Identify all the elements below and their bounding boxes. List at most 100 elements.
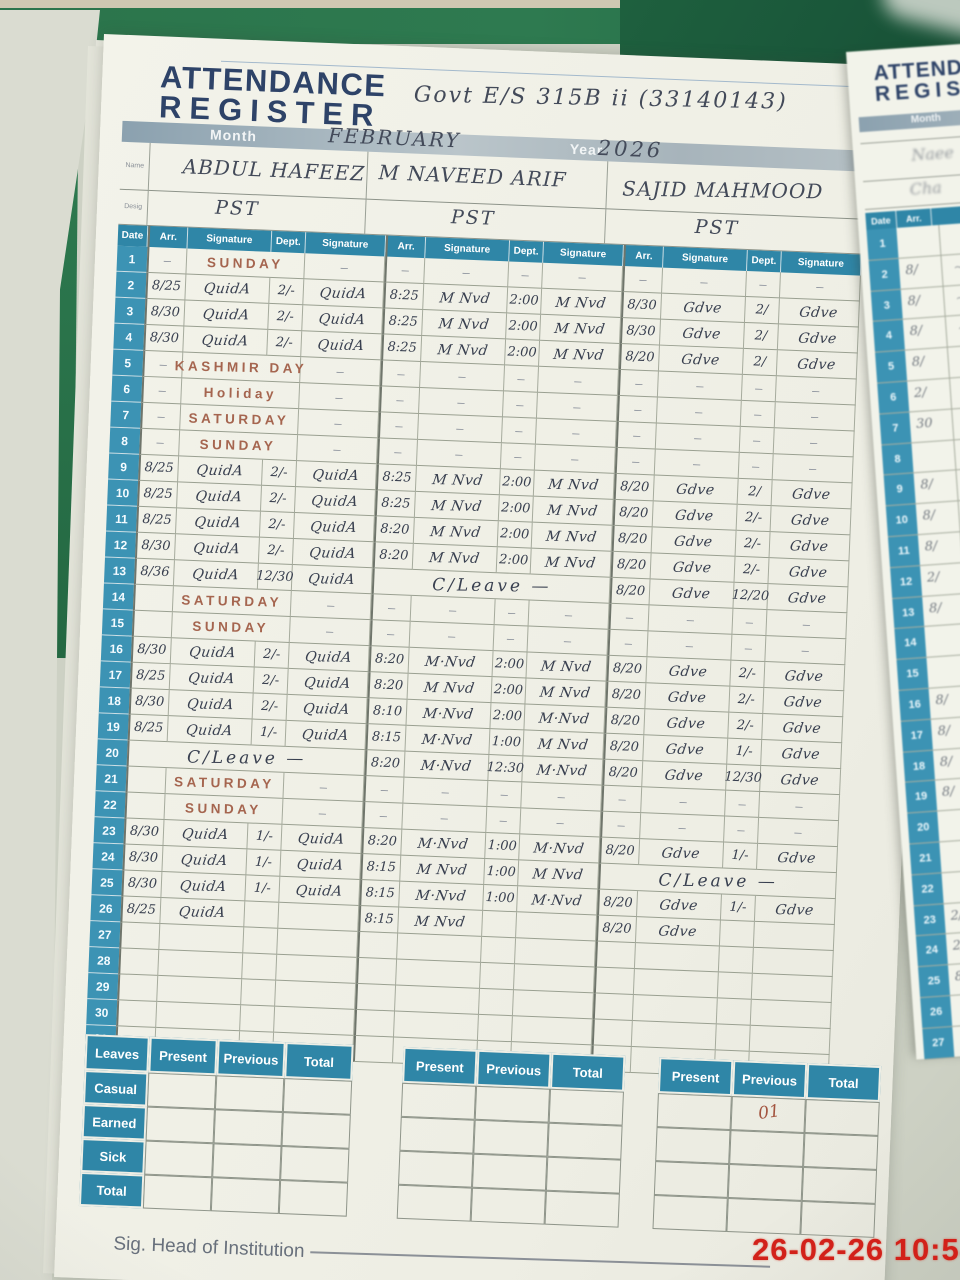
signature-entry: M·Nvd bbox=[424, 653, 477, 671]
right-month-band: Month bbox=[858, 100, 960, 133]
table-cell: 8/30 bbox=[121, 870, 163, 898]
table-cell: 2/- bbox=[734, 556, 770, 585]
table-cell: – bbox=[362, 802, 404, 830]
table-cell: 8:20 bbox=[373, 516, 415, 544]
table-cell: Gdve bbox=[643, 735, 729, 765]
holiday-entry: SUNDAY bbox=[199, 436, 277, 454]
signature-entry: QuidA bbox=[316, 336, 366, 354]
handwritten-entry: – bbox=[335, 389, 344, 405]
table-cell: 1:00 bbox=[483, 884, 519, 913]
table-cell bbox=[634, 943, 720, 973]
table-cell bbox=[516, 912, 598, 942]
staff-name: ABDUL HAFEEZ bbox=[182, 154, 366, 186]
table-cell: – bbox=[417, 413, 503, 444]
right-date-cell: 11 bbox=[887, 535, 921, 569]
table-cell bbox=[750, 999, 832, 1029]
handwritten-entry: – bbox=[396, 392, 404, 408]
table-cell: 1/- bbox=[247, 823, 283, 851]
right-date-cell: 2 bbox=[868, 258, 901, 292]
table-cell: 8/36 bbox=[133, 558, 175, 587]
handwritten-entry: 8/30 bbox=[149, 330, 180, 347]
summary-cell bbox=[142, 1174, 213, 1212]
handwritten-entry: 8/30 bbox=[150, 304, 181, 321]
summary-row-label: Total bbox=[78, 1171, 145, 1209]
right-date-cell: 25 bbox=[918, 965, 951, 999]
handwritten-entry: 1:00 bbox=[485, 890, 516, 907]
table-cell: – bbox=[369, 620, 411, 648]
table-cell: QuidA bbox=[160, 897, 246, 928]
table-cell bbox=[242, 953, 278, 981]
handwritten-entry: 8:15 bbox=[371, 729, 402, 746]
handwritten-entry: 8/20 bbox=[615, 583, 646, 600]
table-cell: M Nvd bbox=[531, 522, 613, 552]
table-cell: 2/- bbox=[252, 693, 288, 721]
signature-entry: M Nvd bbox=[546, 502, 600, 520]
handwritten-entry: 8:10 bbox=[372, 703, 403, 720]
table-cell: 8:25 bbox=[382, 308, 424, 337]
table-cell: – bbox=[536, 392, 618, 422]
signature-entry: M Nvd bbox=[437, 315, 491, 333]
table-cell: – bbox=[739, 426, 775, 455]
table-cell: M Nvd bbox=[422, 310, 508, 340]
handwritten-entry: 2/ bbox=[753, 354, 767, 370]
summary-col-header: Present bbox=[402, 1046, 478, 1086]
handwritten-entry: – bbox=[325, 623, 334, 639]
summary-cell bbox=[400, 1082, 477, 1120]
summary-block: Present Previous Total 01 bbox=[652, 1057, 882, 1238]
table-cell: 2/ bbox=[743, 322, 779, 351]
table-cell: Gdve bbox=[778, 298, 860, 328]
table-cell: – bbox=[508, 261, 544, 289]
table-cell: QuidA bbox=[294, 487, 376, 517]
handwritten-entry: 2:00 bbox=[501, 474, 532, 491]
table-cell bbox=[477, 1014, 513, 1043]
table-cell: 2/- bbox=[259, 511, 295, 540]
table-cell bbox=[244, 901, 280, 929]
summary-col-header: Previous bbox=[476, 1049, 552, 1089]
handwritten-entry: – bbox=[513, 448, 522, 465]
signature-entry: QuidA bbox=[187, 670, 237, 687]
right-date-cell: 20 bbox=[907, 811, 940, 845]
signature-entry: M Nvd bbox=[539, 684, 592, 701]
signature-entry: M·Nvd bbox=[535, 762, 589, 779]
signature-entry: M Nvd bbox=[544, 554, 598, 571]
handwritten-entry: – bbox=[456, 420, 464, 436]
handwritten-entry: 8/20 bbox=[603, 894, 633, 911]
table-cell: Gdve bbox=[660, 293, 746, 323]
handwritten-entry: 8/20 bbox=[619, 479, 650, 496]
table-cell: Gdve bbox=[653, 475, 739, 505]
handwritten-entry: – bbox=[753, 406, 762, 422]
summary-cell bbox=[474, 1085, 551, 1123]
handwritten-entry: 2/- bbox=[261, 672, 280, 689]
table-cell: – bbox=[535, 418, 617, 448]
handwritten-entry: 8:15 bbox=[366, 859, 397, 876]
table-cell bbox=[633, 969, 719, 999]
handwritten-entry: – bbox=[156, 434, 165, 450]
table-cell bbox=[124, 792, 166, 821]
handwritten-entry: 8/30 bbox=[627, 297, 657, 314]
table-cell: QuidA bbox=[185, 274, 271, 304]
table-cell: – bbox=[766, 610, 848, 640]
summary-cell bbox=[727, 1163, 804, 1201]
table-cell bbox=[278, 902, 360, 932]
right-arr-mark: 8/ bbox=[904, 262, 919, 279]
handwritten-entry: 8/25 bbox=[143, 485, 173, 503]
table-cell bbox=[719, 920, 755, 948]
table-cell bbox=[119, 922, 161, 950]
signature-entry: QuidA bbox=[302, 700, 352, 718]
table-cell bbox=[116, 1000, 158, 1028]
table-cell: QuidA bbox=[161, 872, 247, 902]
signature-entry: QuidA bbox=[177, 903, 227, 921]
signature-entry: Gdve bbox=[682, 299, 724, 316]
table-cell: – bbox=[486, 807, 522, 835]
handwritten-entry: – bbox=[633, 401, 642, 417]
table-cell: Gdve bbox=[642, 761, 728, 791]
handwritten-entry: 8/20 bbox=[608, 764, 639, 782]
date-cell: 19 bbox=[97, 713, 129, 741]
date-cell: 15 bbox=[101, 609, 133, 637]
date-cell: 3 bbox=[114, 297, 146, 325]
table-cell bbox=[716, 998, 752, 1026]
date-cell: 7 bbox=[110, 401, 142, 429]
table-cell: – bbox=[402, 803, 488, 833]
handwritten-entry: – bbox=[634, 375, 643, 391]
